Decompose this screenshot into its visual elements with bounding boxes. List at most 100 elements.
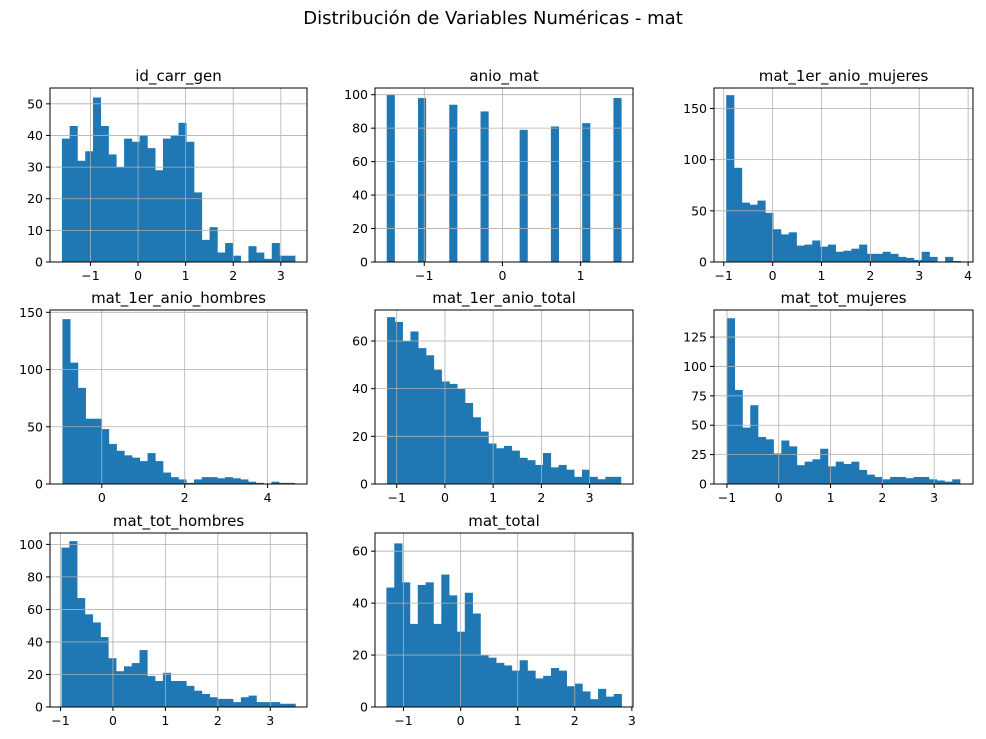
histogram-bar: [945, 256, 954, 262]
histogram-bar: [734, 167, 743, 262]
histogram-bar: [734, 389, 743, 484]
y-tick-label: 0: [360, 700, 368, 715]
histogram-bar: [147, 453, 156, 484]
x-tick-label: 0: [775, 490, 783, 505]
histogram-bar: [248, 695, 257, 707]
histogram-bar: [155, 461, 164, 484]
x-tick-label: 2: [866, 268, 874, 283]
histogram-bar: [488, 443, 497, 484]
histogram-bar: [217, 478, 226, 484]
histogram-bar: [780, 234, 790, 262]
histogram-bar: [93, 418, 102, 484]
y-tick-label: 80: [27, 569, 43, 584]
histogram-bar: [765, 212, 774, 262]
histogram-bar: [566, 469, 575, 484]
histogram-bar: [820, 448, 829, 484]
x-tick-label: −1: [718, 490, 736, 505]
x-tick-label: 3: [277, 268, 285, 283]
histogram-bar: [124, 138, 133, 262]
histogram-bar: [613, 476, 622, 484]
histogram-bar: [574, 683, 583, 707]
histogram-bar: [84, 614, 94, 707]
histogram-bar: [859, 244, 868, 262]
histogram-bar: [613, 98, 622, 263]
histogram-bar: [116, 450, 125, 484]
histogram-bar: [913, 476, 922, 484]
histogram-bar: [92, 97, 102, 262]
histogram-bar: [186, 685, 195, 707]
histogram-bar: [843, 250, 852, 262]
y-tick-label: 0: [360, 477, 368, 492]
histogram-bar: [921, 476, 930, 484]
histogram-bar: [472, 417, 481, 484]
histogram-bar: [613, 694, 622, 707]
histogram-bar: [550, 126, 560, 262]
subplot-title: mat_1er_anio_total: [432, 289, 575, 308]
histogram-bar: [147, 148, 156, 262]
histogram-bar: [504, 665, 513, 707]
histogram-bar: [201, 239, 210, 262]
histogram-bar: [402, 582, 411, 707]
histogram-bar: [271, 481, 280, 484]
histogram-bar: [773, 453, 782, 484]
histogram-bar: [581, 469, 591, 484]
y-tick-label: 75: [691, 388, 707, 403]
histogram-bar: [116, 167, 125, 262]
x-tick-label: 0: [457, 713, 465, 728]
y-tick-label: 100: [19, 537, 43, 552]
histogram-bar: [749, 204, 758, 262]
histogram-bar: [472, 613, 481, 707]
histogram-bar: [217, 252, 226, 262]
x-tick-label: 0: [441, 490, 449, 505]
histogram-bar: [527, 670, 536, 707]
histogram-bar: [582, 691, 591, 707]
histogram-bar: [69, 541, 78, 707]
x-tick-label: 1: [577, 268, 585, 283]
histogram-bar: [913, 259, 922, 262]
histogram-bar: [170, 477, 179, 484]
histogram-bar: [386, 94, 395, 262]
histogram-bar: [543, 675, 552, 707]
histogram-bar: [789, 446, 798, 484]
histogram-bar: [835, 461, 844, 484]
histogram-bar: [108, 658, 117, 707]
y-tick-label: 50: [691, 418, 707, 433]
histogram-bar: [232, 478, 241, 484]
subplot-title: mat_total: [468, 512, 539, 531]
histogram-bar: [874, 253, 883, 262]
histogram-bar: [132, 457, 141, 484]
y-tick-label: 10: [27, 223, 43, 238]
y-tick-label: 100: [344, 87, 368, 102]
x-tick-label: 3: [628, 713, 636, 728]
histogram-bar: [827, 466, 837, 484]
y-tick-label: 100: [19, 362, 43, 377]
histogram-bar: [843, 464, 852, 484]
histogram-bar: [590, 699, 599, 707]
histogram-bar: [194, 192, 203, 262]
subplot-mat_1er_anio_mujeres: −1 0 1 2 3 4 0 50 100 150 mat_1er_anio_mujeres: [683, 67, 974, 283]
histogram-bar: [240, 697, 249, 707]
histogram-bar: [433, 623, 442, 707]
histogram-bar: [225, 698, 234, 707]
histogram-bar: [209, 477, 218, 484]
histogram-bar: [804, 461, 813, 484]
histogram-bar: [897, 476, 906, 484]
histogram-bar: [271, 243, 280, 262]
histogram-bar: [108, 154, 117, 262]
x-tick-label: 2: [229, 268, 237, 283]
histogram-bar: [781, 440, 790, 484]
axes-frame: [713, 309, 974, 485]
y-tick-label: 20: [27, 667, 43, 682]
histogram-bar: [201, 477, 210, 484]
x-tick-label: 3: [266, 713, 274, 728]
x-tick-label: 2: [571, 713, 579, 728]
histogram-bar: [921, 251, 930, 262]
histogram-bar: [224, 477, 233, 484]
histogram-bar: [449, 104, 458, 262]
x-tick-label: 2: [878, 490, 886, 505]
histogram-bar: [480, 655, 489, 707]
histogram-bar: [286, 482, 295, 484]
histogram-bar: [100, 637, 109, 707]
axes-frame: [374, 532, 634, 708]
histogram-bar: [542, 453, 552, 484]
